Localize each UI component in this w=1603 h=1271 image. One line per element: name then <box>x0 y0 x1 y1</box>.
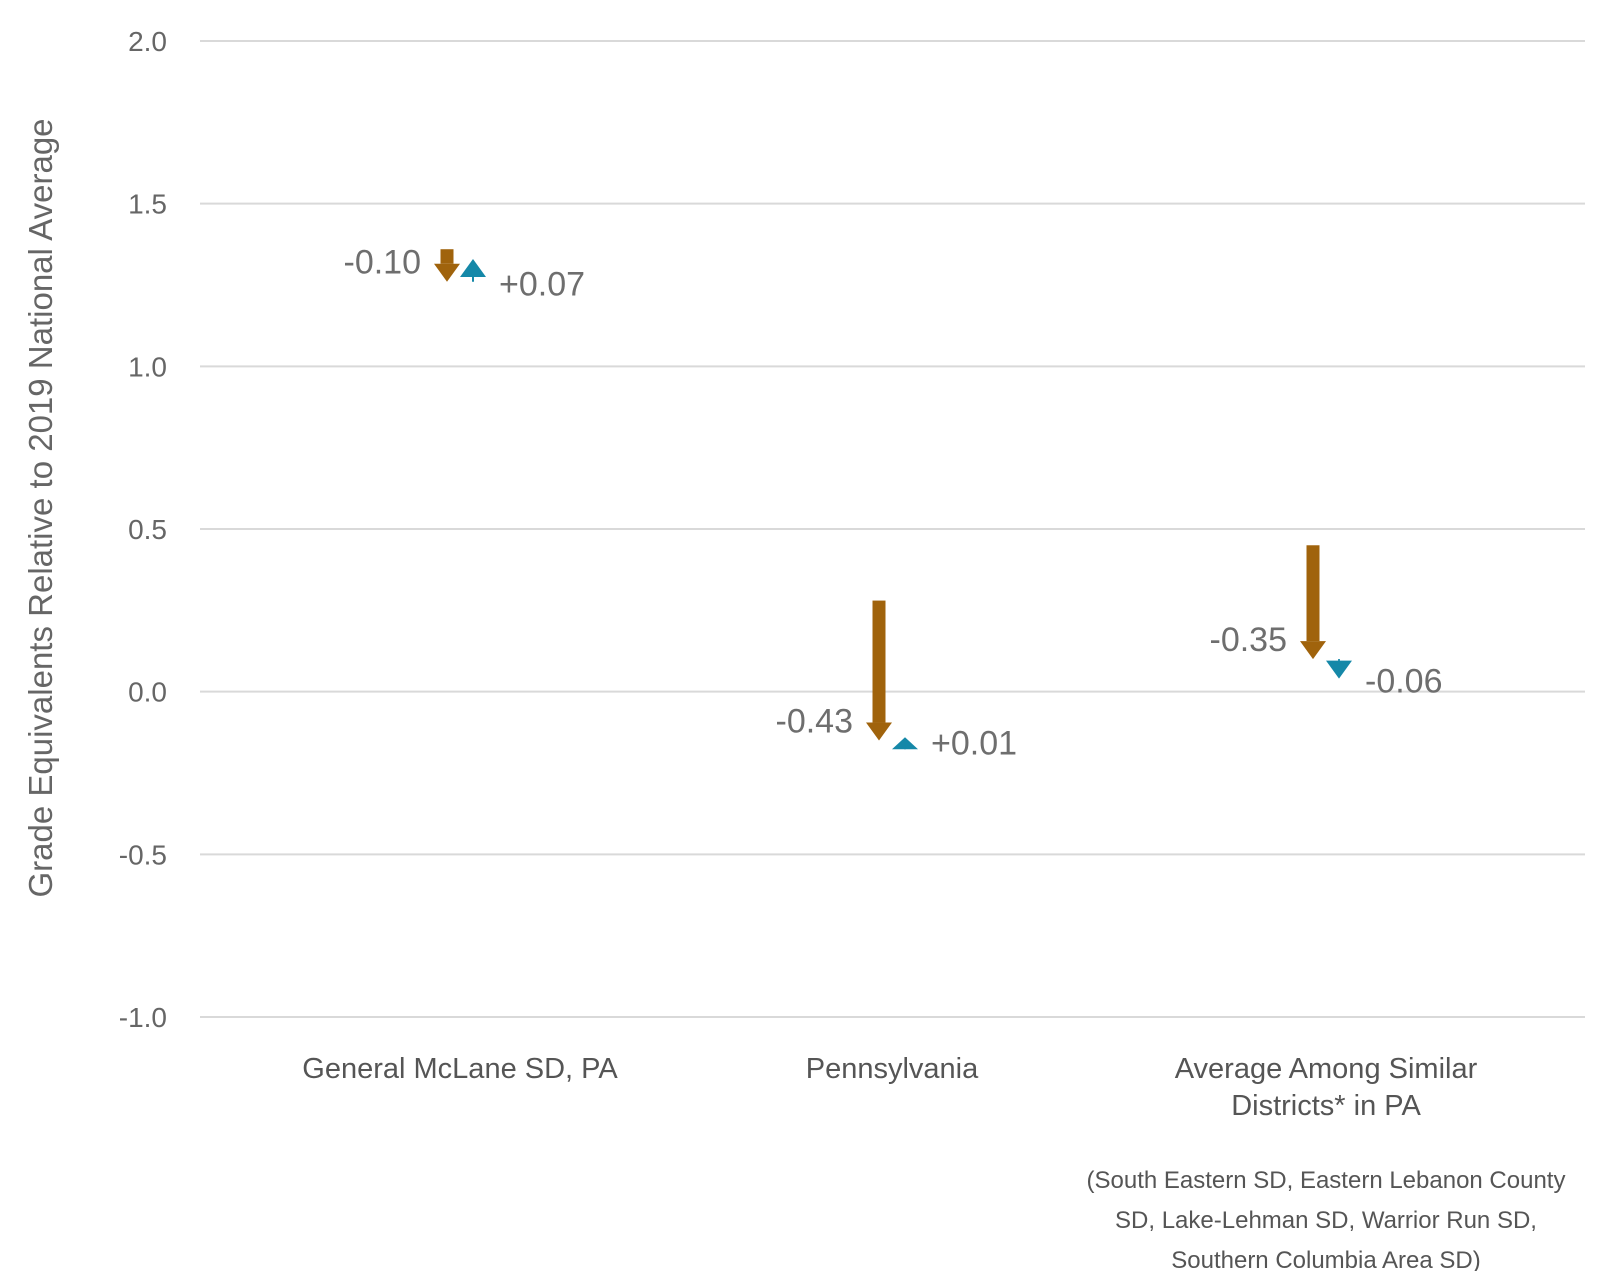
y-tick-label: 0.5 <box>128 514 167 545</box>
category-note: SD, Lake-Lehman SD, Warrior Run SD, <box>1115 1207 1537 1234</box>
change-value-label: -0.35 <box>1210 621 1288 659</box>
y-tick-label: 1.5 <box>128 189 167 220</box>
category-note: (South Eastern SD, Eastern Lebanon Count… <box>1087 1167 1566 1194</box>
category-label: General McLane SD, PA <box>302 1053 618 1085</box>
y-tick-label: 1.0 <box>128 351 167 382</box>
y-axis-label: Grade Equivalents Relative to 2019 Natio… <box>22 118 59 897</box>
y-tick-label: -1.0 <box>119 1002 167 1033</box>
change-arrow-head <box>1300 641 1326 660</box>
y-tick-label: 0.0 <box>128 677 167 708</box>
change-value-label: +0.01 <box>931 724 1017 762</box>
category-note: Southern Columbia Area SD) <box>1171 1247 1481 1271</box>
change-value-label: -0.06 <box>1365 663 1443 701</box>
change-arrow-head <box>866 722 892 741</box>
category-label: Pennsylvania <box>806 1053 979 1085</box>
y-tick-label: -0.5 <box>119 839 167 870</box>
change-value-label: -0.43 <box>776 702 854 740</box>
category-label: Districts* in PA <box>1231 1090 1421 1122</box>
change-arrow-shaft <box>872 600 886 723</box>
y-tick-label: 2.0 <box>128 26 167 57</box>
change-triangle-marker <box>892 737 918 750</box>
change-triangle-marker <box>1326 660 1352 679</box>
change-arrow-shaft <box>1306 545 1320 642</box>
change-value-label: +0.07 <box>499 266 585 304</box>
change-arrow-shaft <box>440 249 454 264</box>
category-label: Average Among Similar <box>1175 1053 1478 1085</box>
change-arrow-head <box>434 263 460 282</box>
change-triangle-marker <box>460 258 486 277</box>
change-value-label: -0.10 <box>344 244 422 282</box>
